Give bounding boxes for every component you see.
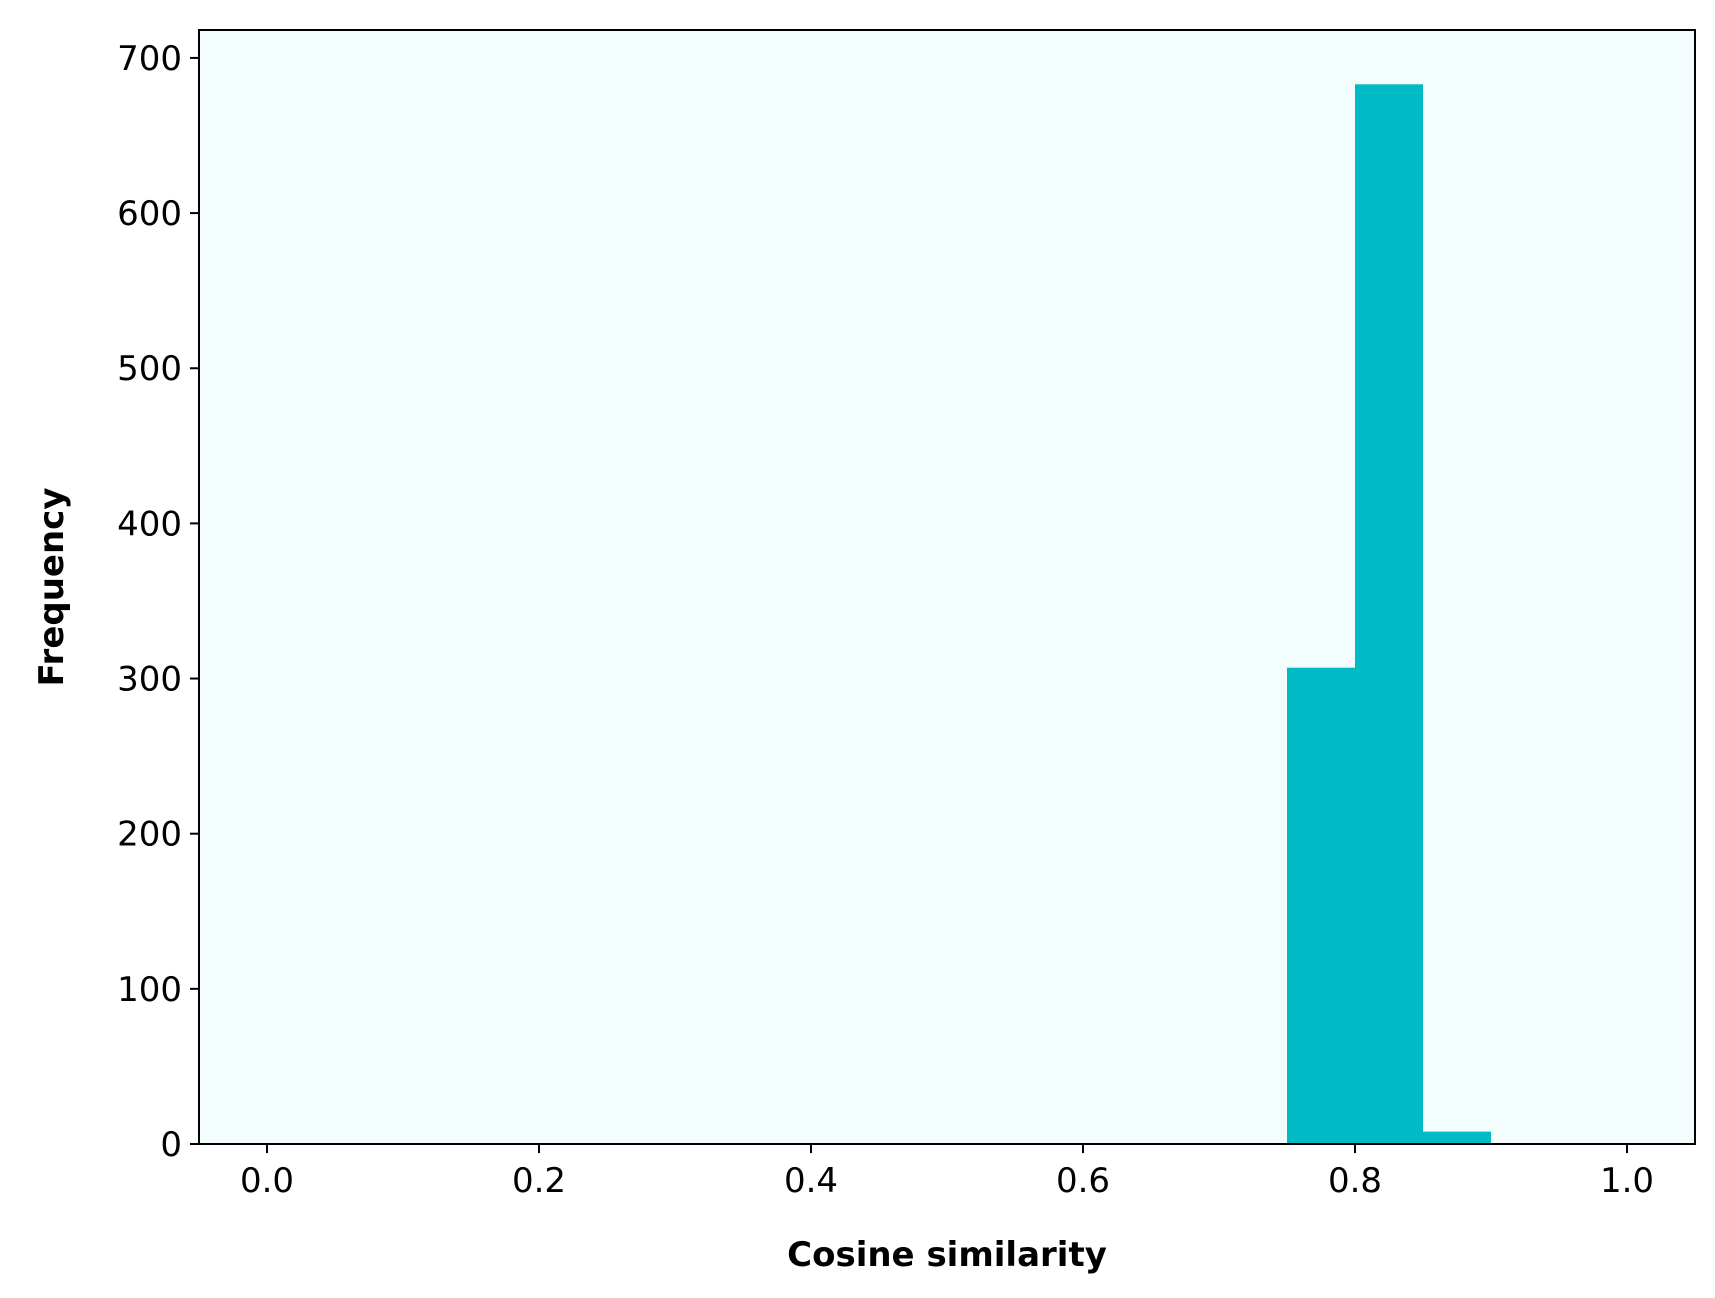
- x-tick-label: 0.8: [1328, 1161, 1382, 1201]
- plot-frame: [198, 29, 1696, 1145]
- y-tick-label: 500: [117, 349, 182, 389]
- x-axis-ticks: 0.0 0.2 0.4 0.6 0.8 1.0: [240, 1144, 1654, 1201]
- y-tick-label: 400: [117, 504, 182, 544]
- x-tick-label: 0.0: [240, 1161, 294, 1201]
- y-tick-label: 0: [160, 1125, 182, 1165]
- x-tick-label: 1.0: [1600, 1161, 1654, 1201]
- x-tick-label: 0.6: [1056, 1161, 1110, 1201]
- plot-area: [199, 30, 1695, 1144]
- y-tick-label: 100: [117, 970, 182, 1010]
- y-axis-ticks: 0 100 200 300 400 500 600 700: [117, 39, 199, 1165]
- x-tick-label: 0.2: [512, 1161, 566, 1201]
- y-axis-label: Frequency: [32, 487, 72, 686]
- y-tick-label: 200: [117, 815, 182, 855]
- histogram-bar: [1355, 84, 1423, 1145]
- y-tick-label: 300: [117, 660, 182, 700]
- x-axis-label: Cosine similarity: [787, 1235, 1107, 1275]
- y-tick-label: 700: [117, 39, 182, 79]
- histogram-bar: [1423, 1131, 1491, 1144]
- histogram-bars: [1287, 84, 1491, 1145]
- x-tick-label: 0.4: [784, 1161, 838, 1201]
- histogram-bar: [1287, 667, 1355, 1144]
- y-tick-label: 600: [117, 194, 182, 234]
